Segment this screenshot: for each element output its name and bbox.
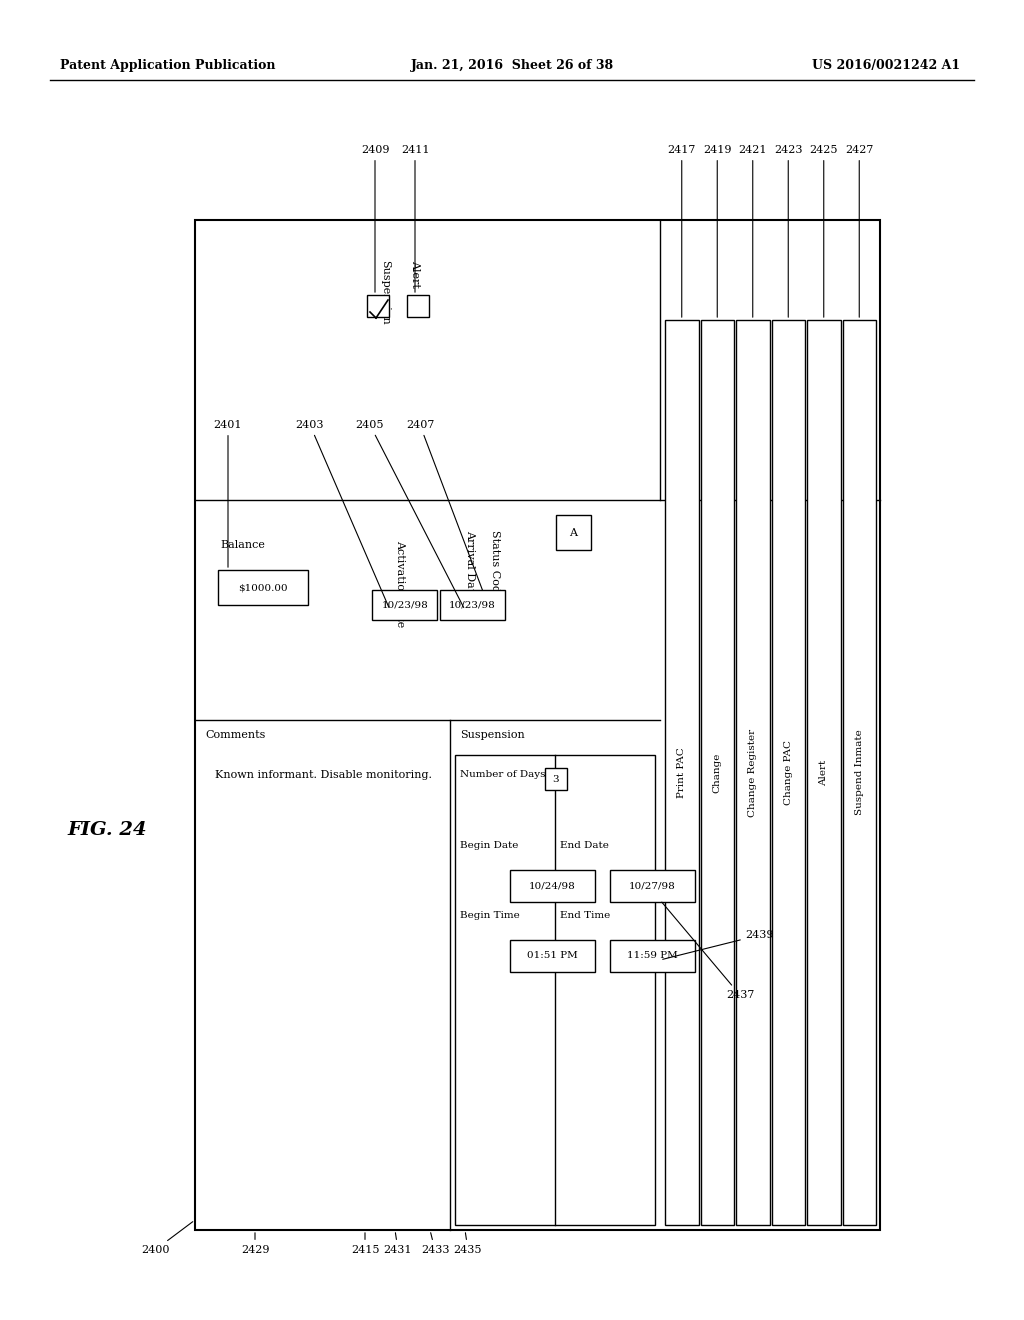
Text: A: A — [569, 528, 577, 539]
Text: 2427: 2427 — [845, 145, 873, 317]
Text: 10/23/98: 10/23/98 — [449, 601, 496, 610]
Text: 2421: 2421 — [738, 145, 767, 317]
Text: Alert: Alert — [410, 260, 420, 288]
Bar — [665, 319, 698, 1225]
Text: 2409: 2409 — [360, 145, 389, 292]
Text: 2419: 2419 — [703, 145, 731, 317]
Text: Status Code: Status Code — [490, 531, 500, 598]
Bar — [455, 755, 655, 1225]
Bar — [218, 570, 308, 605]
Bar — [700, 319, 734, 1225]
Text: 2403: 2403 — [296, 420, 389, 607]
Bar — [195, 220, 880, 1230]
Bar — [610, 940, 695, 972]
Text: 2415: 2415 — [351, 1233, 379, 1255]
Text: Change Register: Change Register — [749, 729, 758, 817]
Text: $1000.00: $1000.00 — [239, 583, 288, 593]
Bar — [545, 768, 567, 789]
Bar — [510, 870, 595, 902]
Bar — [610, 870, 695, 902]
Text: Suspend Inmate: Suspend Inmate — [855, 730, 864, 816]
Text: 2400: 2400 — [140, 1222, 193, 1255]
Bar — [372, 590, 437, 620]
Bar — [736, 319, 769, 1225]
Text: 01:51 PM: 01:51 PM — [526, 952, 578, 961]
Text: End Date: End Date — [560, 841, 609, 850]
Text: Arrival Date: Arrival Date — [465, 531, 475, 599]
Text: Print PAC: Print PAC — [677, 747, 686, 797]
Text: 2401: 2401 — [214, 420, 243, 568]
Text: 2439: 2439 — [663, 931, 774, 960]
Text: Known informant. Disable monitoring.: Known informant. Disable monitoring. — [215, 770, 432, 780]
Text: 2433: 2433 — [421, 1233, 450, 1255]
Text: 10/23/98: 10/23/98 — [382, 601, 428, 610]
Text: End Time: End Time — [560, 911, 610, 920]
Bar — [407, 294, 429, 317]
Bar — [771, 319, 805, 1225]
Text: Suspension: Suspension — [460, 730, 524, 741]
Text: 2435: 2435 — [454, 1233, 482, 1255]
Text: Comments: Comments — [205, 730, 265, 741]
Text: 2425: 2425 — [810, 145, 838, 317]
Text: FIG. 24: FIG. 24 — [67, 821, 146, 840]
Bar — [843, 319, 876, 1225]
Text: Alert: Alert — [819, 759, 828, 785]
Text: 2417: 2417 — [668, 145, 696, 317]
Text: US 2016/0021242 A1: US 2016/0021242 A1 — [812, 58, 961, 71]
Text: 11:59 PM: 11:59 PM — [627, 952, 677, 961]
Text: Suspension: Suspension — [380, 260, 390, 325]
Text: 2423: 2423 — [774, 145, 803, 317]
Text: Number of Days: Number of Days — [460, 770, 546, 779]
Bar — [367, 294, 389, 317]
Text: Change PAC: Change PAC — [783, 741, 793, 805]
Text: 2405: 2405 — [355, 420, 464, 607]
Bar — [556, 515, 591, 550]
Text: Begin Date: Begin Date — [460, 841, 518, 850]
Text: 3: 3 — [553, 775, 559, 784]
Text: Balance: Balance — [220, 540, 265, 550]
Bar — [510, 940, 595, 972]
Bar — [440, 590, 505, 620]
Bar — [807, 319, 841, 1225]
Text: 10/27/98: 10/27/98 — [629, 882, 676, 891]
Text: 2429: 2429 — [241, 1233, 269, 1255]
Text: 2431: 2431 — [384, 1233, 413, 1255]
Text: Change: Change — [713, 752, 722, 793]
Text: 2407: 2407 — [406, 420, 489, 607]
Text: 2411: 2411 — [400, 145, 429, 292]
Text: Patent Application Publication: Patent Application Publication — [60, 58, 275, 71]
Text: 10/24/98: 10/24/98 — [528, 882, 575, 891]
Text: Activation Date: Activation Date — [395, 540, 406, 627]
Text: Begin Time: Begin Time — [460, 911, 520, 920]
Text: 2437: 2437 — [662, 902, 755, 1001]
Text: Jan. 21, 2016  Sheet 26 of 38: Jan. 21, 2016 Sheet 26 of 38 — [411, 58, 613, 71]
